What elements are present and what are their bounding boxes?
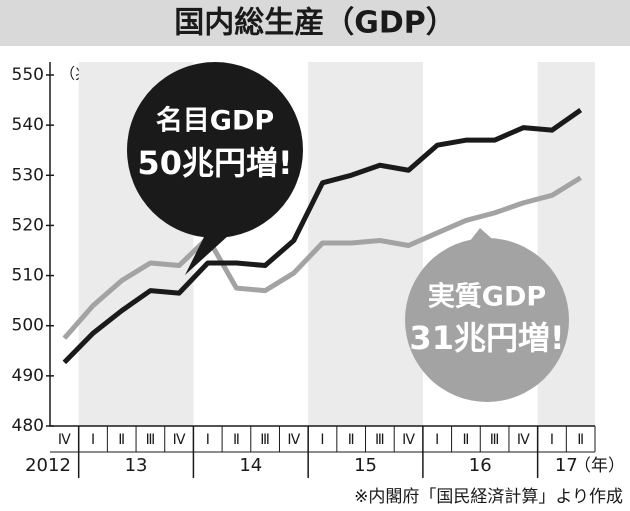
x-tick-label: Ⅲ [490,432,500,448]
callout-name: 名目GDP [156,105,274,137]
y-tick-label: 520 [12,215,44,235]
callout-text: 31兆円増! [409,319,564,357]
x-tick-label: Ⅳ [287,432,300,448]
x-tick-label: Ⅲ [260,432,270,448]
x-tick-label: Ⅲ [375,432,385,448]
year-label: 14 [239,455,262,476]
x-tick-label: Ⅰ [91,432,95,448]
x-tick-label: Ⅱ [233,432,240,448]
source: ※内閣府「国民経済計算」より作成 [354,487,623,507]
x-tick-label: Ⅱ [348,432,355,448]
y-tick-label: 510 [12,266,44,286]
x-tick-label: Ⅳ [58,432,71,448]
x-tick-label: Ⅱ [462,432,469,448]
year-label: 15 [354,455,377,476]
y-tick-label: 540 [12,115,44,135]
x-tick-label: Ⅱ [118,432,125,448]
year-label: 2012 [25,455,71,476]
y-tick-label: 500 [12,316,44,336]
year-label: 17 [555,455,578,476]
series-line [62,108,583,365]
x-tick-label: Ⅰ [550,432,554,448]
year-label: 13 [125,455,148,476]
y-tick-label: 490 [12,366,44,386]
year-label: 16 [469,455,492,476]
x-tick-label: Ⅳ [173,432,186,448]
callout-pointer [185,225,240,275]
x-tick-label: Ⅰ [206,432,210,448]
callout-text: 50兆円増! [137,144,292,182]
callout-name: 実質GDP [428,281,546,313]
callout-circle [127,62,303,238]
x-tick-label: Ⅰ [320,432,324,448]
x-tick-label: Ⅲ [146,432,156,448]
callout-circle [405,238,569,402]
y-tick-label: 550 [12,65,44,85]
x-tick-label: Ⅳ [517,432,530,448]
chart-title: 国内総生産（GDP） [174,6,456,41]
series-line [62,175,582,340]
x-unit: （年） [574,456,625,476]
x-tick-label: Ⅰ [435,432,439,448]
y-tick-label: 530 [12,165,44,185]
title-band [0,0,630,46]
x-tick-label: Ⅳ [402,432,415,448]
y-tick-label: 480 [12,416,44,436]
x-tick-label: Ⅱ [577,432,584,448]
